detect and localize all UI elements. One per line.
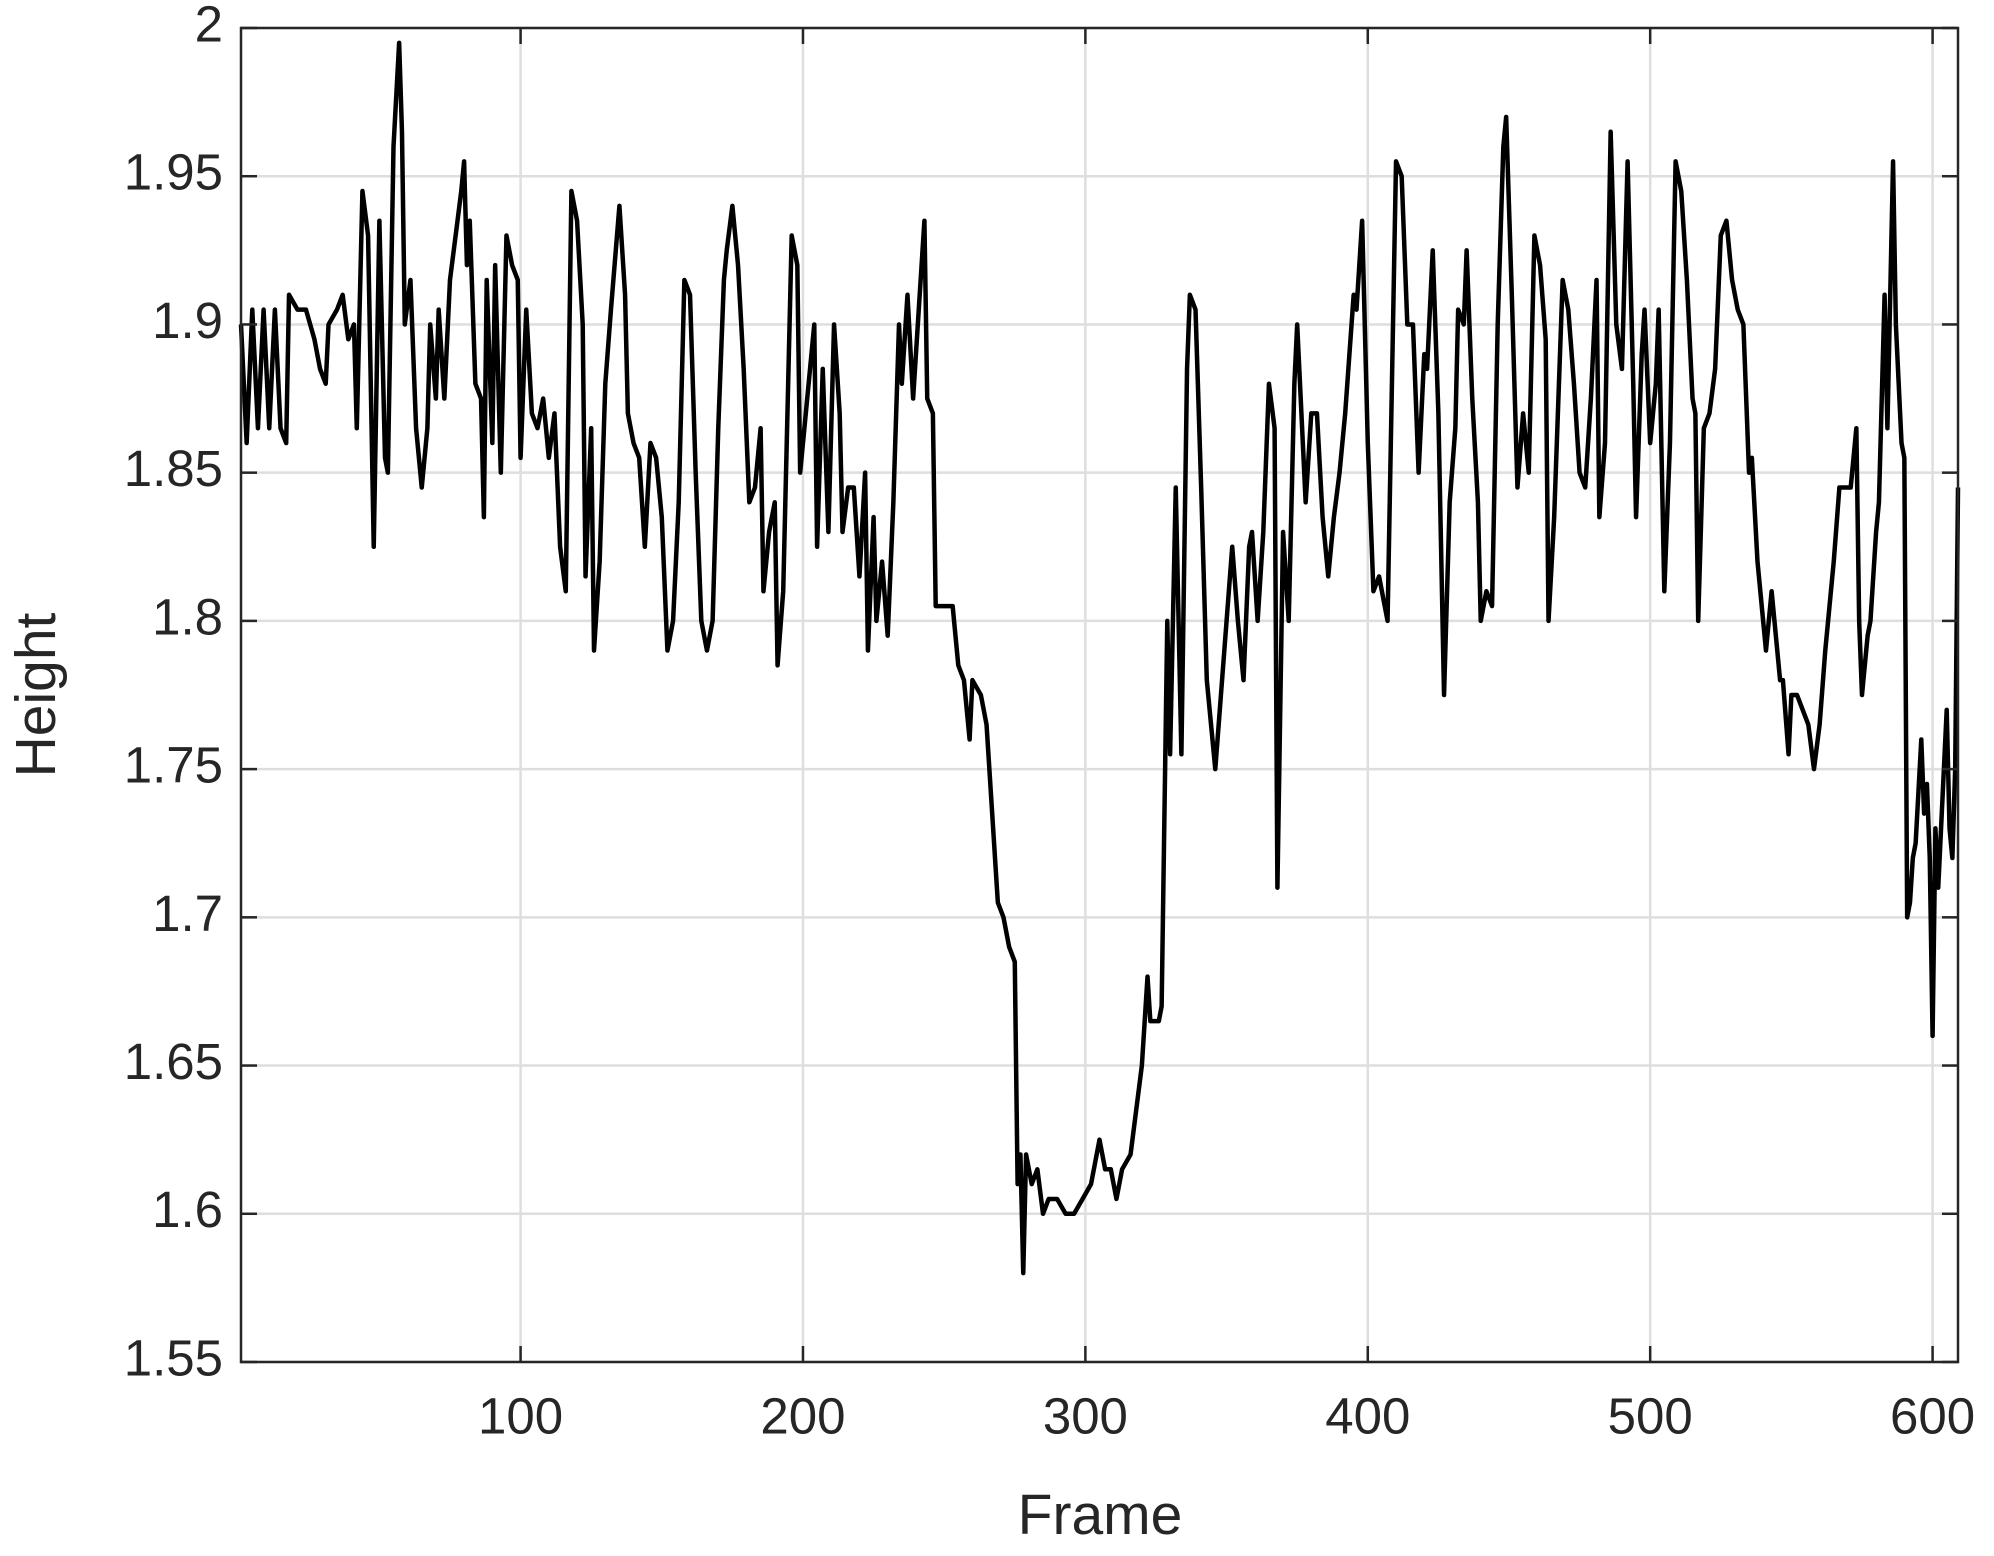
x-axis-label: Frame bbox=[1018, 1483, 1183, 1547]
y-tick-label: 1.85 bbox=[124, 440, 223, 497]
x-tick-label: 200 bbox=[760, 1387, 845, 1444]
y-axis-label: Height bbox=[4, 612, 68, 777]
y-tick-label: 1.9 bbox=[152, 292, 223, 349]
y-tick-label: 1.75 bbox=[124, 737, 223, 794]
y-tick-label: 1.95 bbox=[124, 144, 223, 201]
y-tick-label: 1.65 bbox=[124, 1033, 223, 1090]
x-tick-label: 500 bbox=[1608, 1387, 1693, 1444]
y-tick-label: 2 bbox=[195, 0, 223, 52]
plot-frame bbox=[239, 26, 1960, 1364]
y-tick-label: 1.7 bbox=[152, 885, 223, 942]
data-line bbox=[238, 40, 1961, 1276]
y-tick-label: 1.55 bbox=[124, 1329, 223, 1386]
x-tick-label: 400 bbox=[1325, 1387, 1410, 1444]
x-tick-label: 100 bbox=[478, 1387, 563, 1444]
x-tick-label: 300 bbox=[1043, 1387, 1128, 1444]
y-tick-label: 1.6 bbox=[152, 1181, 223, 1238]
y-tick-label: 1.8 bbox=[152, 588, 223, 645]
x-tick-label: 600 bbox=[1890, 1387, 1975, 1444]
